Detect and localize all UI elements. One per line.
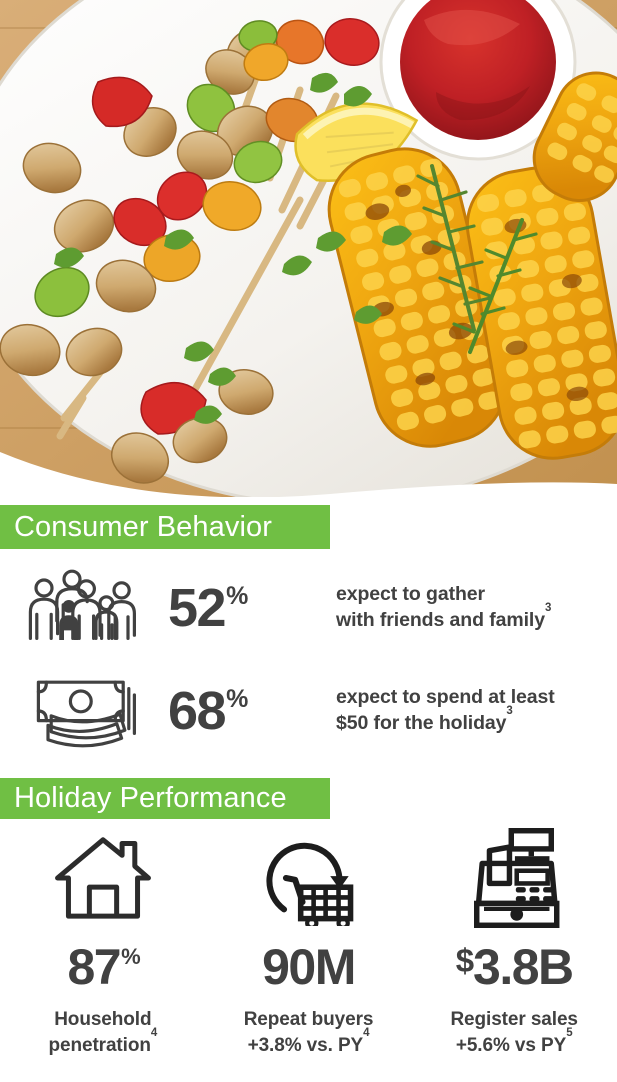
stat-label-line2: +3.8% vs. PY (247, 1035, 364, 1057)
hero-photo-illustration (0, 0, 617, 497)
money-stack-icon (0, 671, 168, 751)
stat-value-repeat-buyers: 90M (262, 939, 356, 995)
money-stack-icon-svg (36, 680, 136, 748)
stat-label-line2-wrap: +5.6% vs PY5 (450, 1027, 577, 1059)
hero-food-photo (0, 0, 617, 497)
dollar-sign: $ (455, 942, 474, 979)
stat-description-line1: expect to spend at least (336, 686, 555, 709)
stat-label-line2-wrap: +3.8% vs. PY4 (244, 1027, 374, 1059)
house-icon-svg (54, 837, 151, 919)
footnote-marker: 3 (506, 705, 513, 718)
stat-row-spend: 68 % expect to spend at least $50 for th… (0, 665, 617, 757)
stat-description-gather: expect to gather with friends and family… (336, 582, 617, 634)
stat-column-repeat-buyers: 90M Repeat buyers +3.8% vs. PY4 (206, 822, 412, 1059)
stat-percent-sign: % (226, 685, 249, 713)
repeat-cart-icon (257, 822, 361, 934)
stat-percent-sign: % (226, 582, 249, 610)
stat-description-line2: with friends and family (336, 609, 545, 631)
stat-value-register-sales: $3.8B (455, 939, 574, 995)
stat-description-spend: expect to spend at least $50 for the hol… (336, 685, 617, 737)
stat-value-household-penetration: 87% (67, 939, 141, 995)
stat-label-line1: Repeat buyers (243, 1009, 374, 1030)
stat-label-repeat-buyers: Repeat buyers +3.8% vs. PY4 (244, 1007, 374, 1059)
stat-label-line2: penetration (48, 1035, 151, 1057)
stat-row-gather: 52 % expect to gather with friends and f… (0, 562, 617, 654)
stat-description-line2-wrap: $50 for the holiday3 (336, 705, 617, 737)
section-header-holiday-performance: Holiday Performance (0, 778, 330, 819)
stat-number-90m: 90M (262, 939, 356, 995)
stat-number-87: 87 (67, 939, 121, 995)
footnote-marker: 5 (566, 1027, 573, 1040)
stat-label-register-sales: Register sales +5.6% vs PY5 (450, 1007, 578, 1059)
section-title-consumer-behavior: Consumer Behavior (14, 510, 272, 543)
stat-percent-sign: % (121, 944, 141, 969)
stat-label-line1: Register sales (450, 1009, 578, 1030)
holiday-performance-stats-grid: 87% Household penetration4 (0, 822, 617, 1059)
stat-value-gather: 52 % (168, 581, 336, 635)
section-title-holiday-performance: Holiday Performance (14, 782, 287, 814)
stat-value-spend: 68 % (168, 684, 336, 738)
stat-description-line2-wrap: with friends and family3 (336, 602, 617, 634)
stat-number-68: 68 (168, 681, 227, 741)
stat-label-household-penetration: Household penetration4 (49, 1007, 158, 1059)
stat-column-household-penetration: 87% Household penetration4 (0, 822, 206, 1059)
people-group-icon-svg (28, 569, 136, 640)
stat-label-line2-wrap: penetration4 (48, 1027, 158, 1059)
people-group-icon (0, 568, 168, 648)
stat-label-line1: Household (54, 1009, 152, 1030)
stat-description-line2: $50 for the holiday (336, 712, 507, 734)
stat-number-52: 52 (168, 578, 227, 638)
stat-label-line2: +5.6% vs PY (455, 1035, 567, 1057)
footnote-marker: 4 (150, 1027, 158, 1040)
footnote-marker: 4 (363, 1027, 370, 1040)
cash-register-icon (464, 822, 564, 934)
footnote-marker: 3 (544, 602, 552, 615)
section-header-consumer-behavior: Consumer Behavior (0, 505, 330, 549)
house-icon (53, 822, 153, 934)
cash-register-icon-svg (474, 828, 560, 928)
stat-description-line1: expect to gather (336, 583, 486, 606)
repeat-cart-icon-svg (265, 842, 353, 926)
stat-column-register-sales: $3.8B Register sales +5.6% vs PY5 (411, 822, 617, 1059)
stat-number-3-8b: 3.8B (473, 939, 574, 995)
